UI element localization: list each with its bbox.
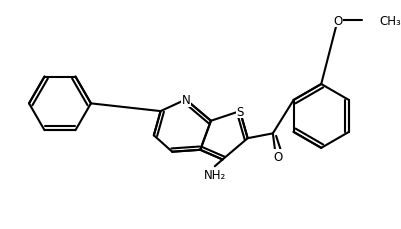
Text: O: O [332,15,341,27]
Text: S: S [236,105,243,118]
Text: O: O [272,150,282,163]
Text: CH₃: CH₃ [378,15,400,27]
Text: N: N [181,94,190,106]
Text: NH₂: NH₂ [203,169,225,182]
